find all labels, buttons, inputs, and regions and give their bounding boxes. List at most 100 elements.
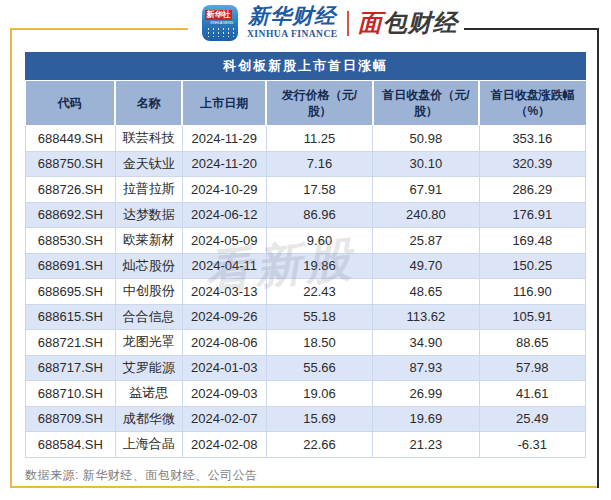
cell-code: 688717.SH xyxy=(26,355,116,381)
cell-listing-date: 2024-01-03 xyxy=(182,355,266,381)
cell-listing-date: 2024-08-06 xyxy=(182,330,266,356)
xinhua-finance-en-wordmark: XINHUA FINANCE xyxy=(247,30,338,40)
xinhua-news-icon-en-label: XINHUA NEWS xyxy=(210,21,230,24)
cell-code: 688721.SH xyxy=(26,330,116,356)
cell-name: 成都华微 xyxy=(115,406,182,432)
table-row: 688710.SH 益诺思 2024-09-03 19.06 26.99 41.… xyxy=(26,381,586,407)
column-header: 首日收盘涨跌幅（%） xyxy=(479,81,585,126)
cell-first-day-close: 50.98 xyxy=(373,126,479,152)
cell-name: 合合信息 xyxy=(115,304,182,330)
column-header: 首日收盘价（元/股） xyxy=(373,81,479,126)
new-stock-table: 代码 名称 上市日期 发行价格（元/股） 首日收盘价（元/股） 首日收盘涨跌幅（… xyxy=(25,81,586,458)
table-row: 688692.SH 达梦数据 2024-06-12 86.96 240.80 1… xyxy=(26,202,586,228)
column-header: 发行价格（元/股） xyxy=(266,81,372,126)
infographic-canvas: 新华社 XINHUA NEWS 新华财经 XINHUA FINANCE 面包财经… xyxy=(0,0,611,500)
table-row: 688750.SH 金天钛业 2024-11-20 7.16 30.10 320… xyxy=(26,151,586,177)
cell-first-day-close: 67.91 xyxy=(373,177,479,203)
cell-listing-date: 2024-02-08 xyxy=(182,432,266,458)
column-header: 代码 xyxy=(26,81,116,126)
cell-first-day-close: 240.80 xyxy=(373,202,479,228)
cell-code: 688615.SH xyxy=(26,304,116,330)
cell-listing-date: 2024-02-07 xyxy=(182,406,266,432)
cell-first-day-change: 105.91 xyxy=(479,304,585,330)
cell-listing-date: 2024-09-03 xyxy=(182,381,266,407)
table-row: 688584.SH 上海合晶 2024-02-08 22.66 21.23 -6… xyxy=(26,432,586,458)
cell-first-day-change: 88.65 xyxy=(479,330,585,356)
cell-listing-date: 2024-06-12 xyxy=(182,202,266,228)
cell-listing-date: 2024-04-11 xyxy=(182,253,266,279)
cell-first-day-change: 320.39 xyxy=(479,151,585,177)
cell-first-day-close: 113.62 xyxy=(373,304,479,330)
data-source-note: 数据来源: 新华财经、面包财经、公司公告 xyxy=(25,467,586,484)
table-row: 688709.SH 成都华微 2024-02-07 15.69 19.69 25… xyxy=(26,406,586,432)
cell-first-day-close: 34.90 xyxy=(373,330,479,356)
cell-name: 中创股份 xyxy=(115,279,182,305)
cell-name: 上海合晶 xyxy=(115,432,182,458)
cell-first-day-change: -6.31 xyxy=(479,432,585,458)
cell-issue-price: 55.66 xyxy=(266,355,372,381)
cell-first-day-close: 30.10 xyxy=(373,151,479,177)
table-row: 688530.SH 欧莱新材 2024-05-09 9.60 25.87 169… xyxy=(26,228,586,254)
cell-issue-price: 7.16 xyxy=(266,151,372,177)
cell-issue-price: 22.43 xyxy=(266,279,372,305)
cell-name: 艾罗能源 xyxy=(115,355,182,381)
column-header: 上市日期 xyxy=(182,81,266,126)
cell-listing-date: 2024-03-13 xyxy=(182,279,266,305)
header-logos: 新华社 XINHUA NEWS 新华财经 XINHUA FINANCE 面包财经 xyxy=(196,3,464,43)
cell-issue-price: 9.60 xyxy=(266,228,372,254)
cell-first-day-close: 26.99 xyxy=(373,381,479,407)
cell-code: 688726.SH xyxy=(26,177,116,203)
cell-issue-price: 19.06 xyxy=(266,381,372,407)
frame-top-left-border xyxy=(10,28,188,30)
cell-name: 益诺思 xyxy=(115,381,182,407)
cell-first-day-close: 49.70 xyxy=(373,253,479,279)
cell-listing-date: 2024-09-26 xyxy=(182,304,266,330)
cell-issue-price: 17.58 xyxy=(266,177,372,203)
cell-listing-date: 2024-10-29 xyxy=(182,177,266,203)
table-body: 688449.SH 联芸科技 2024-11-29 11.25 50.98 35… xyxy=(26,126,586,458)
cell-first-day-change: 150.25 xyxy=(479,253,585,279)
column-header: 名称 xyxy=(115,81,182,126)
cell-issue-price: 19.86 xyxy=(266,253,372,279)
table-row: 688721.SH 龙图光罩 2024-08-06 18.50 34.90 88… xyxy=(26,330,586,356)
xinhua-news-icon-label: 新华社 xyxy=(205,10,232,20)
cell-first-day-close: 19.69 xyxy=(373,406,479,432)
frame-bottom-border xyxy=(10,486,599,488)
cell-name: 达梦数据 xyxy=(115,202,182,228)
xinhua-finance-logo: 新华财经 XINHUA FINANCE xyxy=(247,6,338,40)
cell-issue-price: 18.50 xyxy=(266,330,372,356)
table-row: 688695.SH 中创股份 2024-03-13 22.43 48.65 11… xyxy=(26,279,586,305)
cell-first-day-change: 25.49 xyxy=(479,406,585,432)
cell-first-day-close: 48.65 xyxy=(373,279,479,305)
cell-code: 688449.SH xyxy=(26,126,116,152)
cell-first-day-close: 87.93 xyxy=(373,355,479,381)
table-row: 688449.SH 联芸科技 2024-11-29 11.25 50.98 35… xyxy=(26,126,586,152)
table-row: 688615.SH 合合信息 2024-09-26 55.18 113.62 1… xyxy=(26,304,586,330)
table-header-row: 代码 名称 上市日期 发行价格（元/股） 首日收盘价（元/股） 首日收盘涨跌幅（… xyxy=(26,81,586,126)
xinhua-news-app-icon: 新华社 XINHUA NEWS xyxy=(202,5,238,41)
cell-code: 688584.SH xyxy=(26,432,116,458)
frame-left-border xyxy=(10,28,12,487)
cell-name: 拉普拉斯 xyxy=(115,177,182,203)
cell-first-day-change: 353.16 xyxy=(479,126,585,152)
cell-first-day-change: 176.91 xyxy=(479,202,585,228)
table-row: 688691.SH 灿芯股份 2024-04-11 19.86 49.70 15… xyxy=(26,253,586,279)
cell-name: 金天钛业 xyxy=(115,151,182,177)
cell-code: 688692.SH xyxy=(26,202,116,228)
cell-first-day-change: 286.29 xyxy=(479,177,585,203)
cell-issue-price: 22.66 xyxy=(266,432,372,458)
table-row: 688717.SH 艾罗能源 2024-01-03 55.66 87.93 57… xyxy=(26,355,586,381)
cell-issue-price: 11.25 xyxy=(266,126,372,152)
table-row: 688726.SH 拉普拉斯 2024-10-29 17.58 67.91 28… xyxy=(26,177,586,203)
cell-name: 联芸科技 xyxy=(115,126,182,152)
cell-code: 688709.SH xyxy=(26,406,116,432)
cell-issue-price: 15.69 xyxy=(266,406,372,432)
cell-code: 688530.SH xyxy=(26,228,116,254)
world-map-dots-icon xyxy=(206,27,234,37)
cell-first-day-close: 21.23 xyxy=(373,432,479,458)
frame-right-border xyxy=(597,28,599,488)
cell-code: 688710.SH xyxy=(26,381,116,407)
data-panel: 科创板新股上市首日涨幅 代码 名称 上市日期 发行价格（元/股） 首日收盘价（元… xyxy=(25,52,586,484)
cell-name: 欧莱新材 xyxy=(115,228,182,254)
cell-listing-date: 2024-05-09 xyxy=(182,228,266,254)
